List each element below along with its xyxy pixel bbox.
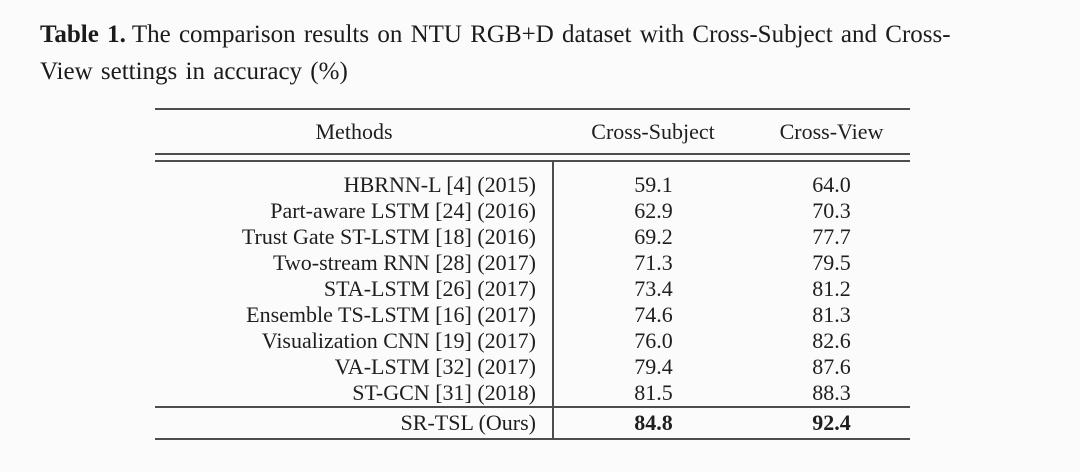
- table-caption-label: Table 1.: [40, 21, 126, 48]
- cross-subject-cell: 71.3: [634, 250, 673, 275]
- table-row: VA-LSTM [32] (2017) 79.4 87.6: [155, 354, 910, 380]
- cross-subject-cell: 59.1: [634, 172, 673, 197]
- cross-subject-cell: 62.9: [634, 198, 673, 223]
- table-row: Trust Gate ST-LSTM [18] (2016) 69.2 77.7: [155, 224, 910, 250]
- method-cell: Two-stream RNN [28] (2017): [155, 250, 554, 276]
- cross-subject-cell: 76.0: [634, 328, 673, 353]
- method-cell: VA-LSTM [32] (2017): [155, 354, 554, 380]
- table-row: Part-aware LSTM [24] (2016) 62.9 70.3: [155, 198, 910, 224]
- cross-view-cell: 88.3: [812, 380, 851, 405]
- method-cell: SR-TSL (Ours): [155, 406, 554, 440]
- header-cross-view: Cross-View: [753, 108, 910, 154]
- cross-view-cell: 81.2: [812, 276, 851, 301]
- method-cell: STA-LSTM [26] (2017): [155, 276, 554, 302]
- table-row: ST-GCN [31] (2018) 81.5 88.3: [155, 380, 910, 407]
- method-cell: HBRNN-L [4] (2015): [155, 161, 554, 198]
- table-header-row: Methods Cross-Subject Cross-View: [155, 108, 910, 154]
- table-row: Two-stream RNN [28] (2017) 71.3 79.5: [155, 250, 910, 276]
- cross-view-cell: 64.0: [812, 172, 851, 197]
- method-cell: Visualization CNN [19] (2017): [155, 328, 554, 354]
- header-cross-subject: Cross-Subject: [553, 108, 753, 154]
- table-row: STA-LSTM [26] (2017) 73.4 81.2: [155, 276, 910, 302]
- method-cell: Ensemble TS-LSTM [16] (2017): [155, 302, 554, 328]
- cross-subject-cell: 84.8: [553, 406, 753, 440]
- table-row: HBRNN-L [4] (2015) 59.1 64.0: [155, 161, 910, 198]
- double-rule: [155, 153, 910, 162]
- table-caption: Table 1. The comparison results on NTU RG…: [40, 16, 1000, 90]
- cross-subject-cell: 69.2: [634, 224, 673, 249]
- cross-view-cell: 92.4: [753, 406, 910, 440]
- table-row: Ensemble TS-LSTM [16] (2017) 74.6 81.3: [155, 302, 910, 328]
- cross-view-cell: 81.3: [812, 302, 851, 327]
- table-row: Visualization CNN [19] (2017) 76.0 82.6: [155, 328, 910, 354]
- method-cell: Trust Gate ST-LSTM [18] (2016): [155, 224, 554, 250]
- table-caption-text: The comparison results on NTU RGB+D data…: [40, 21, 951, 85]
- cross-subject-cell: 73.4: [634, 276, 673, 301]
- table-row-ours: SR-TSL (Ours) 84.8 92.4: [155, 406, 910, 440]
- header-methods: Methods: [155, 108, 553, 154]
- results-table: Methods Cross-Subject Cross-View HBRNN-L…: [155, 108, 910, 440]
- cross-subject-cell: 74.6: [634, 302, 673, 327]
- method-cell: Part-aware LSTM [24] (2016): [155, 198, 554, 224]
- cross-view-cell: 82.6: [812, 328, 851, 353]
- cross-view-cell: 70.3: [812, 198, 851, 223]
- cross-view-cell: 79.5: [812, 250, 851, 275]
- cross-view-cell: 87.6: [812, 354, 851, 379]
- cross-subject-cell: 81.5: [634, 380, 673, 405]
- cross-view-cell: 77.7: [812, 224, 851, 249]
- cross-subject-cell: 79.4: [634, 354, 673, 379]
- method-cell: ST-GCN [31] (2018): [155, 380, 554, 407]
